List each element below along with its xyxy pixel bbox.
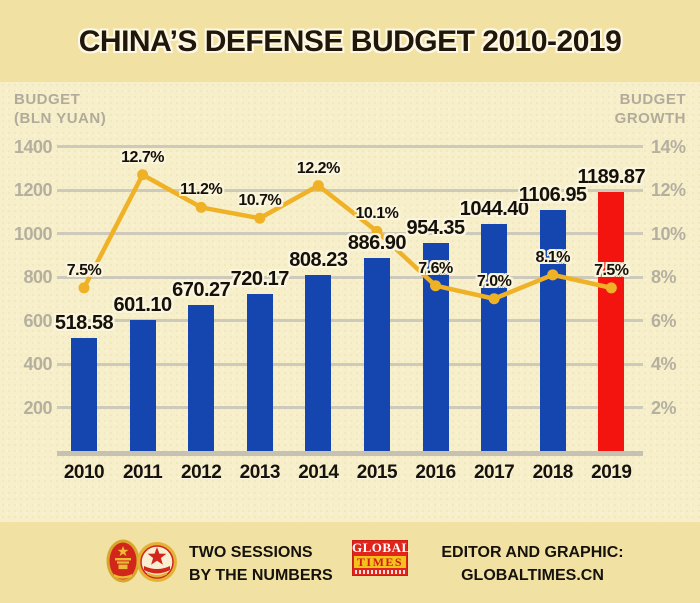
left-axis-tick-label: 200 bbox=[23, 397, 52, 418]
year-label: 2015 bbox=[356, 462, 398, 483]
bar-2019-highlighted bbox=[598, 192, 625, 451]
year-label: 2018 bbox=[532, 462, 574, 483]
year-label: 2013 bbox=[239, 462, 281, 483]
bar-value-label: 720.17 bbox=[230, 268, 290, 291]
right-axis-tick-label: 4% bbox=[651, 354, 677, 374]
bar bbox=[71, 338, 97, 451]
bar-value-label: 518.58 bbox=[54, 312, 114, 335]
growth-value-label: 7.5% bbox=[594, 261, 629, 279]
year-label: 2019 bbox=[591, 462, 632, 483]
bar bbox=[481, 223, 508, 451]
year-label: 2016 bbox=[415, 462, 456, 483]
china-national-emblem-icon bbox=[106, 539, 140, 583]
footer-right-caption: EDITOR AND GRAPHIC: GLOBALTIMES.CN bbox=[425, 541, 640, 587]
page-title: CHINA’S DEFENSE BUDGET 2010-2019 bbox=[78, 25, 622, 58]
bar bbox=[363, 258, 390, 451]
right-axis-title-line1: BUDGET bbox=[619, 91, 686, 108]
left-axis-tick-label: 600 bbox=[23, 310, 52, 331]
right-axis-title-line2: GROWTH bbox=[614, 110, 686, 127]
right-axis-tick-label: 14% bbox=[651, 136, 686, 157]
global-times-logo: GLOBAL TIMES bbox=[352, 540, 411, 576]
bar-value-label: 954.35 bbox=[406, 217, 465, 240]
left-axis-title: BUDGET (BLN YUAN) bbox=[14, 90, 106, 128]
year-label: 2012 bbox=[181, 462, 222, 483]
global-times-logo-line1: GLOBAL bbox=[352, 540, 411, 555]
growth-value-label: 8.1% bbox=[535, 248, 570, 266]
growth-value-label: 10.7% bbox=[238, 192, 282, 210]
left-axis-title-line2: (BLN YUAN) bbox=[14, 110, 107, 127]
bar bbox=[539, 210, 566, 451]
chart-background bbox=[0, 82, 700, 522]
footer-right-caption-line2: GLOBALTIMES.CN bbox=[461, 567, 604, 584]
footer-left-caption: TWO SESSIONS BY THE NUMBERS bbox=[189, 541, 333, 587]
year-label: 2011 bbox=[122, 462, 163, 483]
right-axis-tick-label: 8% bbox=[651, 267, 677, 287]
left-axis-tick-label: 1400 bbox=[13, 136, 53, 157]
bar-value-label: 1189.87 bbox=[577, 166, 646, 189]
growth-value-label: 12.2% bbox=[296, 159, 340, 177]
gridline bbox=[57, 362, 643, 366]
bar bbox=[188, 305, 215, 451]
left-axis-tick-label: 1000 bbox=[13, 223, 53, 244]
growth-value-label: 7.0% bbox=[476, 272, 512, 290]
bar bbox=[129, 320, 156, 451]
header-band bbox=[0, 0, 700, 82]
year-label: 2014 bbox=[298, 462, 339, 483]
left-axis-title-line1: BUDGET bbox=[14, 91, 81, 108]
bar-value-label: 670.27 bbox=[172, 279, 231, 302]
bar-value-label: 601.10 bbox=[113, 294, 172, 317]
right-axis-title: BUDGET GROWTH bbox=[615, 90, 686, 128]
bar-value-label: 808.23 bbox=[289, 249, 348, 272]
cppcc-emblem-icon bbox=[137, 542, 177, 582]
left-axis-tick-label: 800 bbox=[23, 267, 52, 287]
growth-value-label: 10.1% bbox=[355, 205, 399, 223]
right-axis-tick-label: 6% bbox=[651, 310, 677, 331]
year-label: 2017 bbox=[473, 462, 515, 483]
gridline bbox=[57, 406, 643, 409]
growth-value-label: 11.2% bbox=[180, 181, 223, 199]
growth-value-label: 12.7% bbox=[121, 148, 165, 166]
bar-value-label: 886.90 bbox=[347, 232, 407, 255]
footer-left-caption-line1: TWO SESSIONS bbox=[189, 544, 313, 561]
bar bbox=[246, 294, 273, 451]
growth-value-label: 7.6% bbox=[418, 259, 453, 277]
footer-left-caption-line2: BY THE NUMBERS bbox=[189, 567, 333, 584]
gridline bbox=[57, 145, 643, 148]
right-axis-tick-label: 2% bbox=[651, 397, 677, 418]
right-axis-tick-label: 12% bbox=[651, 180, 686, 200]
global-times-logo-fineprint bbox=[355, 570, 405, 574]
x-axis-baseline bbox=[57, 451, 643, 456]
growth-value-label: 7.5% bbox=[66, 261, 102, 279]
left-axis-tick-label: 400 bbox=[23, 354, 52, 374]
footer-right-caption-line1: EDITOR AND GRAPHIC: bbox=[441, 544, 624, 561]
year-label: 2010 bbox=[63, 462, 105, 483]
left-axis-tick-label: 1200 bbox=[13, 180, 53, 200]
right-axis-tick-label: 10% bbox=[651, 223, 686, 244]
gridline bbox=[57, 319, 643, 322]
bar bbox=[305, 275, 332, 451]
global-times-logo-line2: TIMES bbox=[354, 556, 406, 568]
bar-value-label: 1106.95 bbox=[518, 184, 587, 207]
